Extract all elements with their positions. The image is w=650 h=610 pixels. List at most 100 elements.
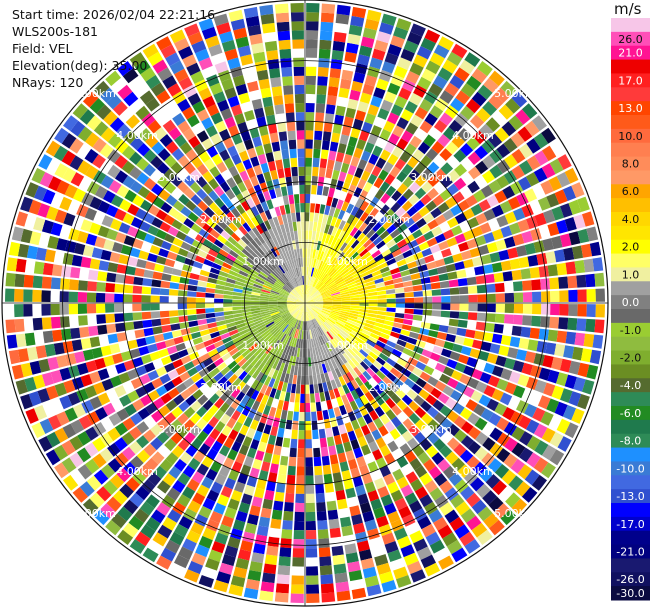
velocity-gate xyxy=(256,478,267,490)
velocity-gate xyxy=(359,384,369,395)
velocity-gate xyxy=(551,235,563,250)
velocity-gate xyxy=(235,510,248,523)
velocity-gate xyxy=(291,249,296,260)
velocity-gate xyxy=(159,221,171,233)
velocity-gate xyxy=(250,307,261,312)
velocity-gate xyxy=(260,310,270,315)
velocity-gate xyxy=(123,235,135,247)
velocity-gate xyxy=(253,411,263,422)
velocity-gate xyxy=(341,69,354,81)
velocity-gate xyxy=(280,372,286,382)
velocity-gate xyxy=(277,342,285,352)
velocity-gate xyxy=(305,121,314,131)
velocity-gate xyxy=(244,364,254,374)
velocity-gate xyxy=(294,319,299,329)
velocity-gate xyxy=(325,278,334,286)
velocity-gate xyxy=(473,403,486,417)
velocity-gate xyxy=(47,356,59,371)
velocity-gate xyxy=(208,178,219,190)
velocity-gate xyxy=(251,265,261,274)
velocity-gate xyxy=(430,282,441,290)
velocity-gate xyxy=(358,263,368,271)
velocity-gate xyxy=(408,412,421,425)
velocity-gate xyxy=(316,259,322,269)
velocity-gate xyxy=(394,344,405,353)
velocity-gate xyxy=(311,175,318,186)
velocity-gate xyxy=(260,13,275,25)
velocity-gate xyxy=(284,103,295,114)
velocity-gate xyxy=(458,311,469,320)
velocity-gate xyxy=(177,472,191,486)
velocity-gate xyxy=(141,311,152,320)
velocity-gate xyxy=(369,332,380,340)
velocity-gate xyxy=(262,284,272,290)
velocity-gate xyxy=(318,538,330,548)
velocity-gate xyxy=(322,323,330,332)
velocity-gate xyxy=(408,331,419,340)
velocity-gate xyxy=(253,359,262,369)
velocity-gate xyxy=(402,280,413,287)
velocity-gate xyxy=(269,308,279,313)
velocity-gate xyxy=(386,303,396,308)
velocity-gate xyxy=(556,372,569,387)
velocity-gate xyxy=(199,244,211,254)
velocity-gate xyxy=(312,429,319,440)
velocity-gate xyxy=(479,372,492,384)
velocity-gate xyxy=(347,33,361,45)
velocity-gate xyxy=(143,212,156,224)
velocity-gate xyxy=(348,359,357,369)
velocity-gate xyxy=(348,314,358,320)
velocity-gate xyxy=(351,587,367,600)
velocity-gate xyxy=(247,24,262,36)
velocity-gate xyxy=(393,362,404,373)
velocity-gate xyxy=(313,304,323,308)
velocity-gate xyxy=(457,278,468,287)
velocity-gate xyxy=(32,289,42,302)
velocity-gate xyxy=(56,355,68,368)
velocity-gate xyxy=(448,279,459,288)
velocity-gate xyxy=(269,291,279,296)
colorbar xyxy=(611,18,650,601)
velocity-gate xyxy=(274,317,283,325)
velocity-gate xyxy=(169,29,186,44)
velocity-gate xyxy=(365,319,376,326)
velocity-gate xyxy=(410,272,421,280)
velocity-gate xyxy=(315,112,325,123)
velocity-gate xyxy=(361,329,372,336)
velocity-gate xyxy=(156,502,171,516)
velocity-gate xyxy=(467,285,478,294)
velocity-gate xyxy=(305,303,313,309)
velocity-gate xyxy=(38,436,53,452)
colorbar-swatch xyxy=(611,267,650,282)
velocity-gate xyxy=(404,303,415,309)
velocity-gate xyxy=(291,383,297,394)
velocity-gate xyxy=(268,218,276,229)
colorbar-tick-label: 17.0 xyxy=(618,74,643,87)
velocity-gate xyxy=(486,194,499,208)
velocity-gate xyxy=(429,487,444,501)
velocity-gate xyxy=(292,328,297,338)
velocity-gate xyxy=(401,275,412,282)
velocity-gate xyxy=(129,247,141,258)
velocity-gate xyxy=(231,153,242,165)
velocity-gate xyxy=(458,286,469,295)
velocity-gate xyxy=(351,419,360,431)
velocity-gate xyxy=(489,252,501,263)
velocity-gate xyxy=(253,164,263,176)
velocity-gate xyxy=(331,338,340,347)
velocity-gate xyxy=(367,461,379,473)
velocity-gate xyxy=(221,352,232,362)
velocity-gate xyxy=(333,324,342,332)
velocity-gate xyxy=(69,452,84,468)
velocity-gate xyxy=(86,115,102,131)
velocity-gate xyxy=(282,354,288,364)
velocity-gate xyxy=(268,304,278,307)
velocity-gate xyxy=(314,249,319,260)
velocity-gate xyxy=(387,153,399,166)
velocity-gate xyxy=(311,309,318,317)
velocity-gate xyxy=(109,343,121,354)
velocity-gate xyxy=(272,178,280,189)
velocity-gate xyxy=(279,322,287,330)
velocity-gate xyxy=(347,263,357,271)
velocity-gate xyxy=(315,317,323,325)
